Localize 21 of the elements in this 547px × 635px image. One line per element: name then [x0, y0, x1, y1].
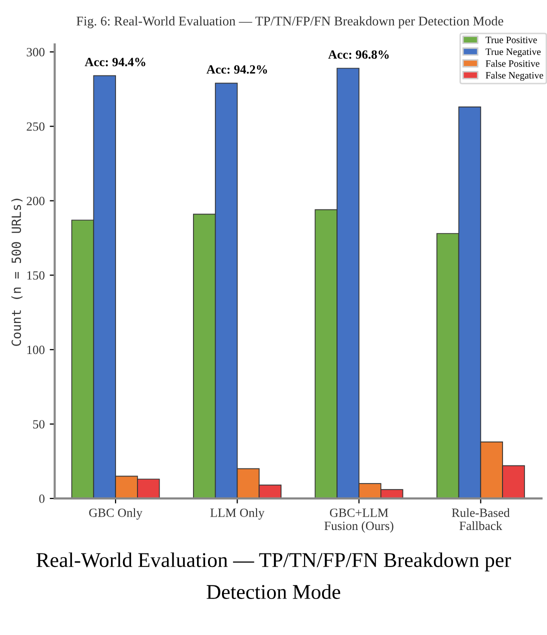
legend-label: True Negative: [486, 48, 541, 58]
legend-label: False Negative: [486, 72, 544, 81]
chart-title: Fig. 6: Real-World Evaluation — TP/TN/FP/FN Breakdown per Detection Mode: [76, 16, 504, 28]
legend-label: True Positive: [486, 36, 537, 44]
y-tick-label: 150: [27, 271, 44, 280]
annotation: Acc: 96.8%: [328, 50, 389, 59]
text: Real-World Evaluation — TP/TN/FP/FN Breakdown per Detection Mode: [36, 552, 511, 600]
legend-label: False Positive: [486, 60, 540, 67]
y-tick-label: 100: [27, 346, 44, 354]
y-tick-label: 250: [26, 122, 44, 131]
y-tick-label: 300: [26, 48, 44, 56]
y-axis-title: Count (n = 500 URLs): [11, 198, 22, 346]
x-tick-label: Rule-Based Fallback: [452, 508, 510, 530]
x-tick-label: GBC+LLM Fusion (Ours): [324, 508, 394, 533]
annotation: Acc: 94.4%: [84, 58, 146, 66]
y-tick-label: 0: [39, 494, 44, 503]
x-tick-label: LLM Only: [210, 508, 264, 520]
y-tick-label: 200: [26, 196, 44, 206]
x-tick-label: GBC Only: [89, 508, 142, 520]
annotation: Acc: 94.2%: [206, 65, 267, 74]
y-tick-label: 50: [33, 420, 44, 429]
